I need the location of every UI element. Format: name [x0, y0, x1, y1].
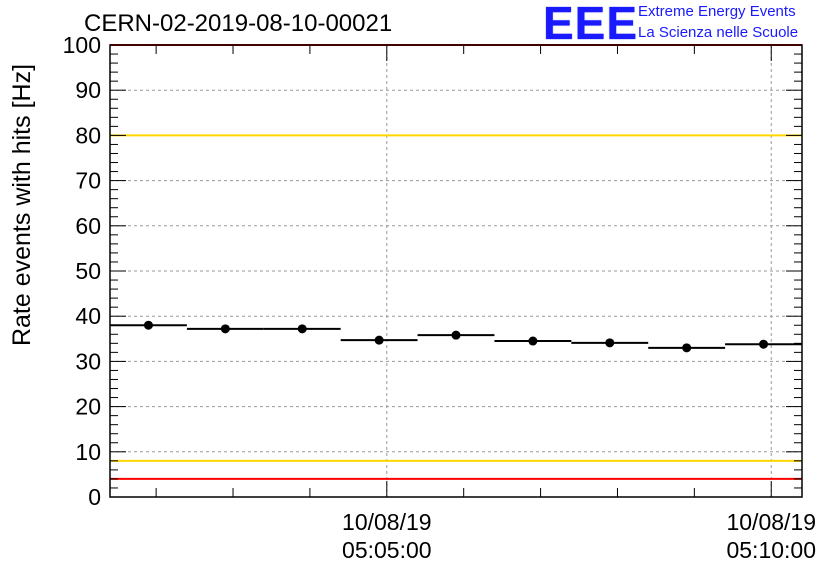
y-tick-label: 0 — [88, 484, 101, 510]
y-tick-label: 90 — [75, 77, 101, 103]
x-tick-label-time: 05:05:00 — [342, 537, 432, 563]
grid-layer — [110, 44, 802, 498]
logo-tagline-1: Extreme Energy Events — [638, 3, 796, 20]
x-tick-label-date: 10/08/19 — [342, 509, 432, 535]
data-point — [220, 324, 230, 334]
data-point — [297, 324, 307, 334]
logo-tagline-2: La Scienza nelle Scuole — [638, 24, 799, 41]
data-point — [451, 330, 461, 340]
y-axis-label: Rate events with hits [Hz] — [8, 64, 36, 346]
reference-lines — [110, 44, 802, 480]
data-point — [374, 335, 384, 345]
data-point — [682, 343, 692, 353]
data-point — [143, 320, 153, 330]
eee-logo-mark: EEE — [543, 0, 639, 49]
y-tick-label: 60 — [75, 213, 101, 239]
y-tick-label: 30 — [75, 348, 101, 374]
y-tick-label: 100 — [63, 32, 101, 58]
y-tick-label: 50 — [75, 258, 101, 284]
x-tick-label-time: 05:10:00 — [726, 537, 816, 563]
y-tick-label: 20 — [75, 394, 101, 420]
axis-layer: 010203040506070809010010/08/1905:05:0010… — [63, 32, 816, 563]
data-point — [605, 338, 615, 348]
eee-logo: EEE Extreme Energy Events La Scienza nel… — [543, 0, 833, 49]
data-point — [528, 336, 538, 346]
y-tick-label: 10 — [75, 439, 101, 465]
data-point — [759, 339, 769, 349]
y-tick-label: 80 — [75, 122, 101, 148]
chart-title: CERN-02-2019-08-10-00021 — [84, 10, 393, 37]
y-tick-label: 70 — [75, 168, 101, 194]
x-tick-label-date: 10/08/19 — [726, 509, 816, 535]
data-layer — [110, 320, 802, 353]
y-tick-label: 40 — [75, 303, 101, 329]
